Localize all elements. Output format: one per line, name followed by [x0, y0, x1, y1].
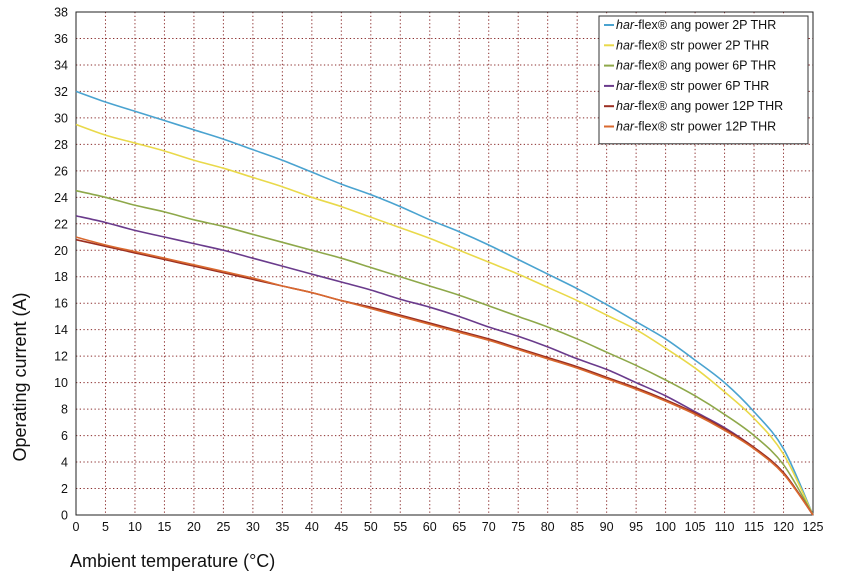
series-line-4: [75, 238, 814, 516]
legend-entry-1: har-flex® str power 2P THR: [616, 38, 769, 52]
x-tick-label: 115: [744, 520, 764, 534]
legend-entry-italic: har: [616, 120, 635, 134]
y-tick-label: 12: [54, 350, 68, 364]
legend-entry-rest: -flex® ang power 6P THR: [634, 59, 776, 73]
x-tick-label: 20: [187, 520, 201, 534]
x-axis-label: Ambient temperature (°C): [70, 551, 275, 571]
y-tick-label: 0: [61, 509, 68, 523]
x-tick-label: 95: [629, 520, 643, 534]
y-tick-label: 2: [61, 482, 68, 496]
legend-box: [598, 15, 809, 145]
x-tick-label: 105: [685, 520, 706, 534]
legend-entry-rest: -flex® ang power 12P THR: [634, 99, 783, 113]
plot-frame: [75, 11, 814, 516]
series-line-3: [75, 215, 814, 516]
x-tick-label: 5: [102, 520, 109, 534]
x-tick-label: 85: [570, 520, 584, 534]
x-tick-label: 30: [246, 520, 260, 534]
x-tick-label: 60: [423, 520, 437, 534]
series-lines: [75, 90, 814, 516]
series-line-0: [75, 90, 814, 516]
series-line-2: [75, 189, 814, 516]
legend-entry-rest: -flex® str power 2P THR: [634, 38, 769, 52]
y-tick-label: 10: [54, 376, 68, 390]
x-tick-label: 65: [452, 520, 466, 534]
y-tick-label: 18: [54, 270, 68, 284]
legend-entry-italic: har: [616, 99, 635, 113]
y-tick-label: 6: [61, 429, 68, 443]
legend-entry-4: har-flex® ang power 12P THR: [616, 99, 783, 113]
y-tick-label: 26: [54, 164, 68, 178]
x-tick-label: 90: [600, 520, 614, 534]
legend-entry-italic: har: [616, 59, 635, 73]
x-tick-label: 40: [305, 520, 319, 534]
y-tick-label: 38: [54, 6, 68, 20]
x-tick-label: 75: [511, 520, 525, 534]
legend-entry-italic: har: [616, 18, 635, 32]
y-axis-label: Operating current (A): [10, 292, 30, 461]
grid: [75, 11, 814, 516]
x-tick-label: 100: [655, 520, 676, 534]
y-tick-label: 24: [54, 191, 68, 205]
x-axis: 0 5 10 15 20 25 30 35 40 45 50 55 60 65 70 75 80 85 90 95 10…: [73, 520, 824, 534]
series-line-1: [75, 123, 814, 516]
legend-entry-rest: -flex® str power 12P THR: [634, 120, 776, 134]
x-tick-label: 0: [73, 520, 80, 534]
x-tick-label: 45: [334, 520, 348, 534]
x-tick-label: 25: [216, 520, 230, 534]
x-tick-label: 110: [715, 520, 735, 534]
legend-entry-5: har-flex® str power 12P THR: [616, 120, 776, 134]
x-tick-label: 10: [128, 520, 142, 534]
x-tick-label: 35: [275, 520, 289, 534]
y-tick-label: 4: [61, 456, 68, 470]
x-tick-label: 125: [803, 520, 824, 534]
legend-entry-2: har-flex® ang power 6P THR: [616, 59, 776, 73]
y-tick-label: 22: [54, 217, 68, 231]
y-tick-label: 30: [54, 111, 68, 125]
legend-entry-rest: -flex® str power 6P THR: [634, 79, 769, 93]
x-tick-label: 55: [393, 520, 407, 534]
x-tick-label: 70: [482, 520, 496, 534]
x-tick-label: 80: [541, 520, 555, 534]
x-tick-label: 15: [157, 520, 171, 534]
x-tick-label: 50: [364, 520, 378, 534]
legend-entry-rest: -flex® ang power 2P THR: [634, 18, 776, 32]
legend-entry-3: har-flex® str power 6P THR: [616, 79, 769, 93]
legend-entry-italic: har: [616, 38, 635, 52]
x-tick-label: 120: [773, 520, 794, 534]
y-tick-label: 28: [54, 138, 68, 152]
y-tick-label: 14: [54, 323, 68, 337]
legend-entry-0: har-flex® ang power 2P THR: [616, 18, 776, 32]
y-tick-label: 32: [54, 85, 68, 99]
y-tick-label: 20: [54, 244, 68, 258]
y-tick-label: 34: [54, 58, 68, 72]
legend-entry-italic: har: [616, 79, 635, 93]
y-tick-label: 36: [54, 32, 68, 46]
y-tick-label: 8: [61, 403, 68, 417]
series-line-5: [75, 236, 814, 516]
y-tick-label: 16: [54, 297, 68, 311]
